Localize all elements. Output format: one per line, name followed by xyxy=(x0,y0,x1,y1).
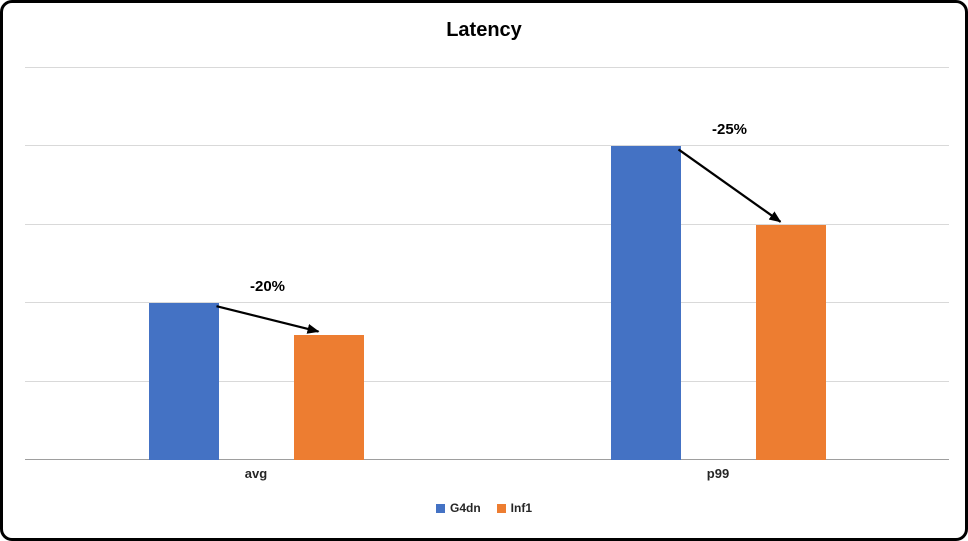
bar-g4dn-p99 xyxy=(610,146,681,460)
legend-item-g4dn: G4dn xyxy=(435,501,481,515)
x-axis-line xyxy=(25,459,949,460)
decrease-arrow-p99 xyxy=(677,148,782,223)
legend-label: G4dn xyxy=(449,501,481,515)
bar-g4dn-avg xyxy=(148,303,219,460)
gridline xyxy=(25,223,949,225)
legend-label: Inf1 xyxy=(510,501,532,515)
gridline xyxy=(25,67,949,68)
bar-inf1-avg xyxy=(293,334,364,460)
category-label-avg: avg xyxy=(244,466,268,481)
gridline xyxy=(25,380,949,382)
legend-item-inf1: Inf1 xyxy=(496,501,532,515)
legend-swatch-inf1 xyxy=(496,503,506,513)
plot-area: avg p99 -20% -25% xyxy=(25,67,949,481)
chart-title: Latency xyxy=(446,19,522,41)
bar-inf1-p99 xyxy=(755,224,826,460)
annotation-avg: -20% xyxy=(249,278,286,296)
gridline xyxy=(25,145,949,147)
gridline xyxy=(25,302,949,304)
legend-swatch-g4dn xyxy=(435,503,445,513)
category-label-p99: p99 xyxy=(706,466,730,481)
legend: G4dn Inf1 xyxy=(3,501,965,515)
annotation-p99: -25% xyxy=(711,121,748,139)
decrease-arrow-avg xyxy=(216,305,320,334)
